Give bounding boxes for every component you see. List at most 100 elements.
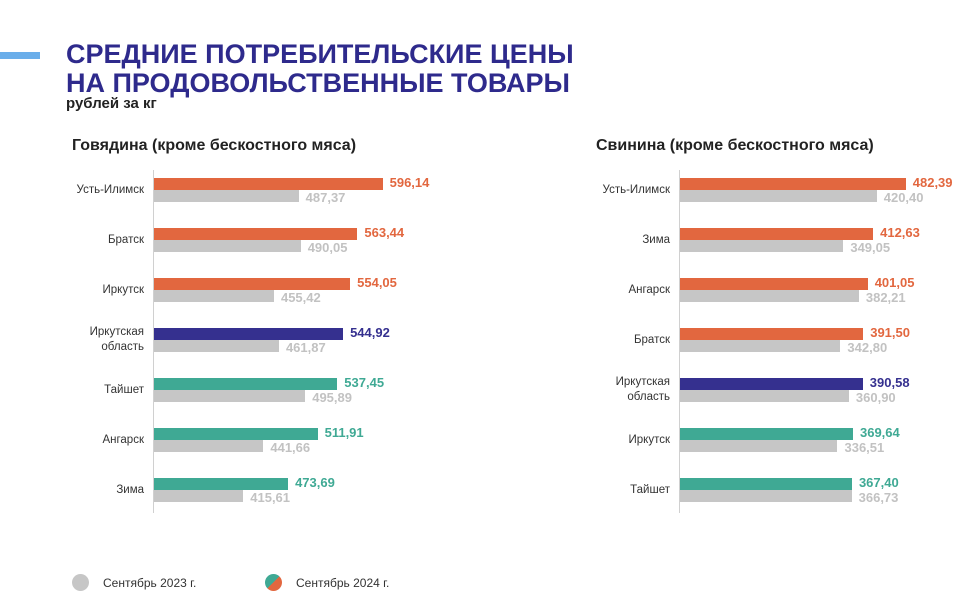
title-line-1: СРЕДНИЕ ПОТРЕБИТЕЛЬСКИЕ ЦЕНЫ [66,39,574,69]
category-label: Усть-Илимск [530,183,670,198]
chart-title: Свинина (кроме бескостного мяса) [596,137,874,154]
value-label-2024: 544,92 [350,325,390,340]
category-label: Братск [4,233,144,248]
bar-2023 [154,490,244,502]
bar-2023 [154,340,279,352]
category-label-line: Иркутск [102,283,145,296]
bar-2024 [680,478,852,490]
category-label-line: Ангарск [102,433,144,446]
category-label-line: Ангарск [628,283,670,296]
accent-bar [0,52,40,59]
category-label-line: Тайшет [630,483,670,496]
value-label-2023: 490,05 [307,240,348,255]
value-label-2024: 390,58 [869,375,910,390]
category-label-line: Иркутская [615,376,670,388]
value-label-2024: 482,39 [912,175,953,190]
bar-2024 [680,178,906,190]
category-label-line: Зима [116,483,144,496]
bar-2024 [680,428,853,440]
category-label-line: область [101,341,144,353]
legend-item-2024: Сентябрь 2024 г. [265,574,389,591]
value-label-2024: 391,50 [870,325,910,340]
bar-2023 [680,240,844,252]
category-label: Усть-Илимск [4,183,144,198]
bar-2024 [154,378,338,390]
bar-2024 [680,328,864,340]
category-label-line: Братск [107,233,144,246]
bar-2023 [680,440,838,452]
gray-dot-icon [72,574,89,591]
value-label-2024: 369,64 [859,425,900,440]
category-label-line: Зима [642,233,670,246]
bar-2024 [680,378,863,390]
category-label: Иркутск [4,283,145,298]
page-title: СРЕДНИЕ ПОТРЕБИТЕЛЬСКИЕ ЦЕНЫ НА ПРОДОВОЛ… [66,40,574,98]
bar-2023 [154,240,301,252]
value-label-2023: 441,66 [270,440,311,455]
bar-2024 [154,178,383,190]
bar-2024 [154,328,344,340]
value-label-2023: 420,40 [883,190,924,205]
bar-2023 [680,490,852,502]
value-label-2023: 455,42 [280,290,321,305]
bar-2023 [154,390,306,402]
split-color-dot-icon [265,574,282,591]
value-label-2024: 473,69 [295,475,335,490]
category-label-line: Братск [633,333,670,346]
bar-2023 [680,390,849,402]
category-label: Тайшет [530,483,670,498]
bar-2023 [154,440,264,452]
value-label-2024: 367,40 [858,475,899,490]
value-label-2023: 342,80 [847,340,888,355]
value-label-2023: 382,21 [865,290,906,305]
value-label-2023: 495,89 [312,390,352,405]
bar-2023 [154,190,299,202]
y-axis-line [153,170,154,513]
value-label-2023: 461,87 [285,340,326,355]
bar-2024 [680,228,874,240]
y-axis-line [679,170,680,513]
bar-2024 [154,228,358,240]
category-label: Зима [4,483,144,498]
value-label-2024: 554,05 [357,275,397,290]
category-label: Иркутск [530,433,671,448]
legend-label-2024: Сентябрь 2024 г. [296,575,390,590]
units-label: рублей за кг [66,95,157,112]
bar-2023 [680,190,877,202]
value-label-2024: 537,45 [344,375,385,390]
value-label-2024: 563,44 [364,225,405,240]
value-label-2023: 349,05 [850,240,891,255]
value-label-2024: 511,91 [324,425,364,440]
category-label-line: область [627,391,670,403]
value-label-2023: 366,73 [858,490,899,505]
bar-2023 [680,340,841,352]
title-line-2: НА ПРОДОВОЛЬСТВЕННЫЕ ТОВАРЫ [66,68,570,98]
value-label-2023: 360,90 [855,390,896,405]
category-label: Ангарск [4,433,144,448]
category-label: Тайшет [4,383,144,398]
bar-2023 [680,290,859,302]
value-label-2023: 415,61 [250,490,291,505]
category-label-line: Иркутск [628,433,671,446]
category-label-line: Усть-Илимск [602,183,670,196]
category-label: Иркутская область [4,325,144,355]
value-label-2023: 487,37 [305,190,346,205]
bar-2024 [680,278,868,290]
category-label: Ангарск [530,283,670,298]
value-label-2023: 336,51 [844,440,885,455]
value-label-2024: 401,05 [874,275,915,290]
category-label-line: Иркутская [89,326,144,338]
bar-2023 [154,290,274,302]
legend-item-2023: Сентябрь 2023 г. [72,574,196,591]
category-label-line: Тайшет [104,383,144,396]
category-label-line: Усть-Илимск [76,183,144,196]
bar-2024 [154,278,351,290]
value-label-2024: 596,14 [389,175,430,190]
bar-2024 [154,428,318,440]
category-label: Зима [530,233,670,248]
category-label: Братск [530,333,670,348]
chart-title: Говядина (кроме бескостного мяса) [72,137,357,154]
bar-2024 [154,478,289,490]
legend-label-2023: Сентябрь 2023 г. [103,575,197,590]
value-label-2024: 412,63 [880,225,920,240]
